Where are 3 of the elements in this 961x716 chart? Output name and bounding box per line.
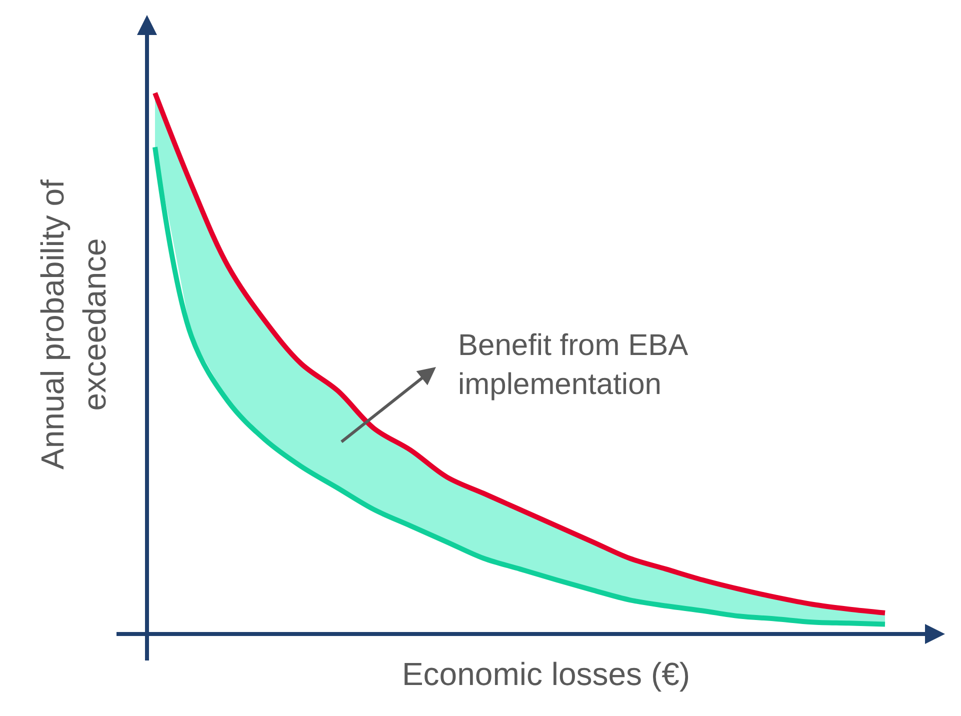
annotation: Benefit from EBA implementation bbox=[458, 329, 688, 401]
x-axis-title: Economic losses (€) bbox=[402, 656, 690, 692]
y-axis-title: Annual probability of exceedance bbox=[34, 179, 112, 470]
